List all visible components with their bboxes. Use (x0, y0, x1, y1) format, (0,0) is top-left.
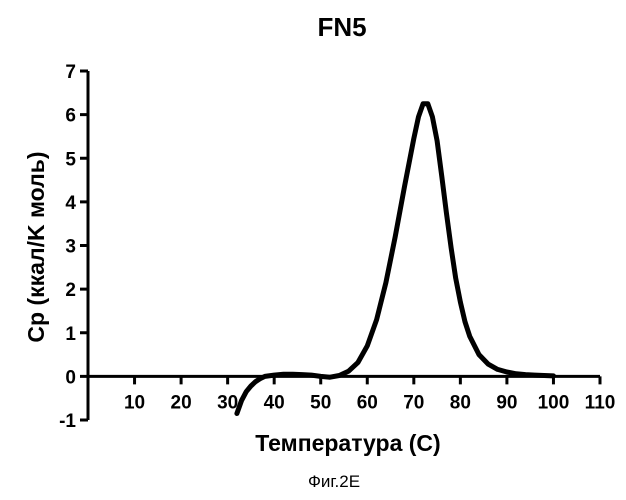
y-ticks: -1 0 1 2 3 4 5 6 7 (59, 62, 88, 432)
figure-caption: Фиг.2E (308, 472, 360, 491)
x-tick-label: 100 (538, 392, 570, 413)
x-tick-label: 70 (403, 392, 424, 413)
x-tick-label: 80 (450, 392, 471, 413)
axes (88, 71, 600, 420)
y-tick-label: 3 (65, 237, 76, 258)
x-ticks: 10 20 30 40 50 60 70 80 90 100 110 (124, 376, 615, 413)
chart-title: FN5 (317, 12, 366, 42)
y-tick-label: 5 (65, 149, 76, 170)
x-tick-label: 50 (310, 392, 331, 413)
y-tick-label: 0 (65, 367, 76, 388)
x-tick-label: 10 (124, 392, 145, 413)
y-tick-label: 6 (65, 106, 76, 127)
x-axis-label: Температура (C) (255, 430, 440, 456)
series-line (237, 104, 554, 414)
y-tick-label: 7 (65, 62, 76, 83)
y-tick-label: -1 (59, 411, 76, 432)
x-tick-label: 90 (496, 392, 517, 413)
x-tick-label: 60 (357, 392, 378, 413)
x-tick-label: 20 (171, 392, 192, 413)
y-tick-label: 2 (65, 280, 76, 301)
x-tick-label: 30 (217, 392, 238, 413)
y-tick-label: 1 (65, 324, 76, 345)
y-tick-label: 4 (65, 193, 76, 214)
y-axis-label: Cp (ккал/K моль) (23, 151, 49, 342)
x-tick-label: 40 (264, 392, 285, 413)
x-tick-label: 110 (585, 392, 616, 413)
